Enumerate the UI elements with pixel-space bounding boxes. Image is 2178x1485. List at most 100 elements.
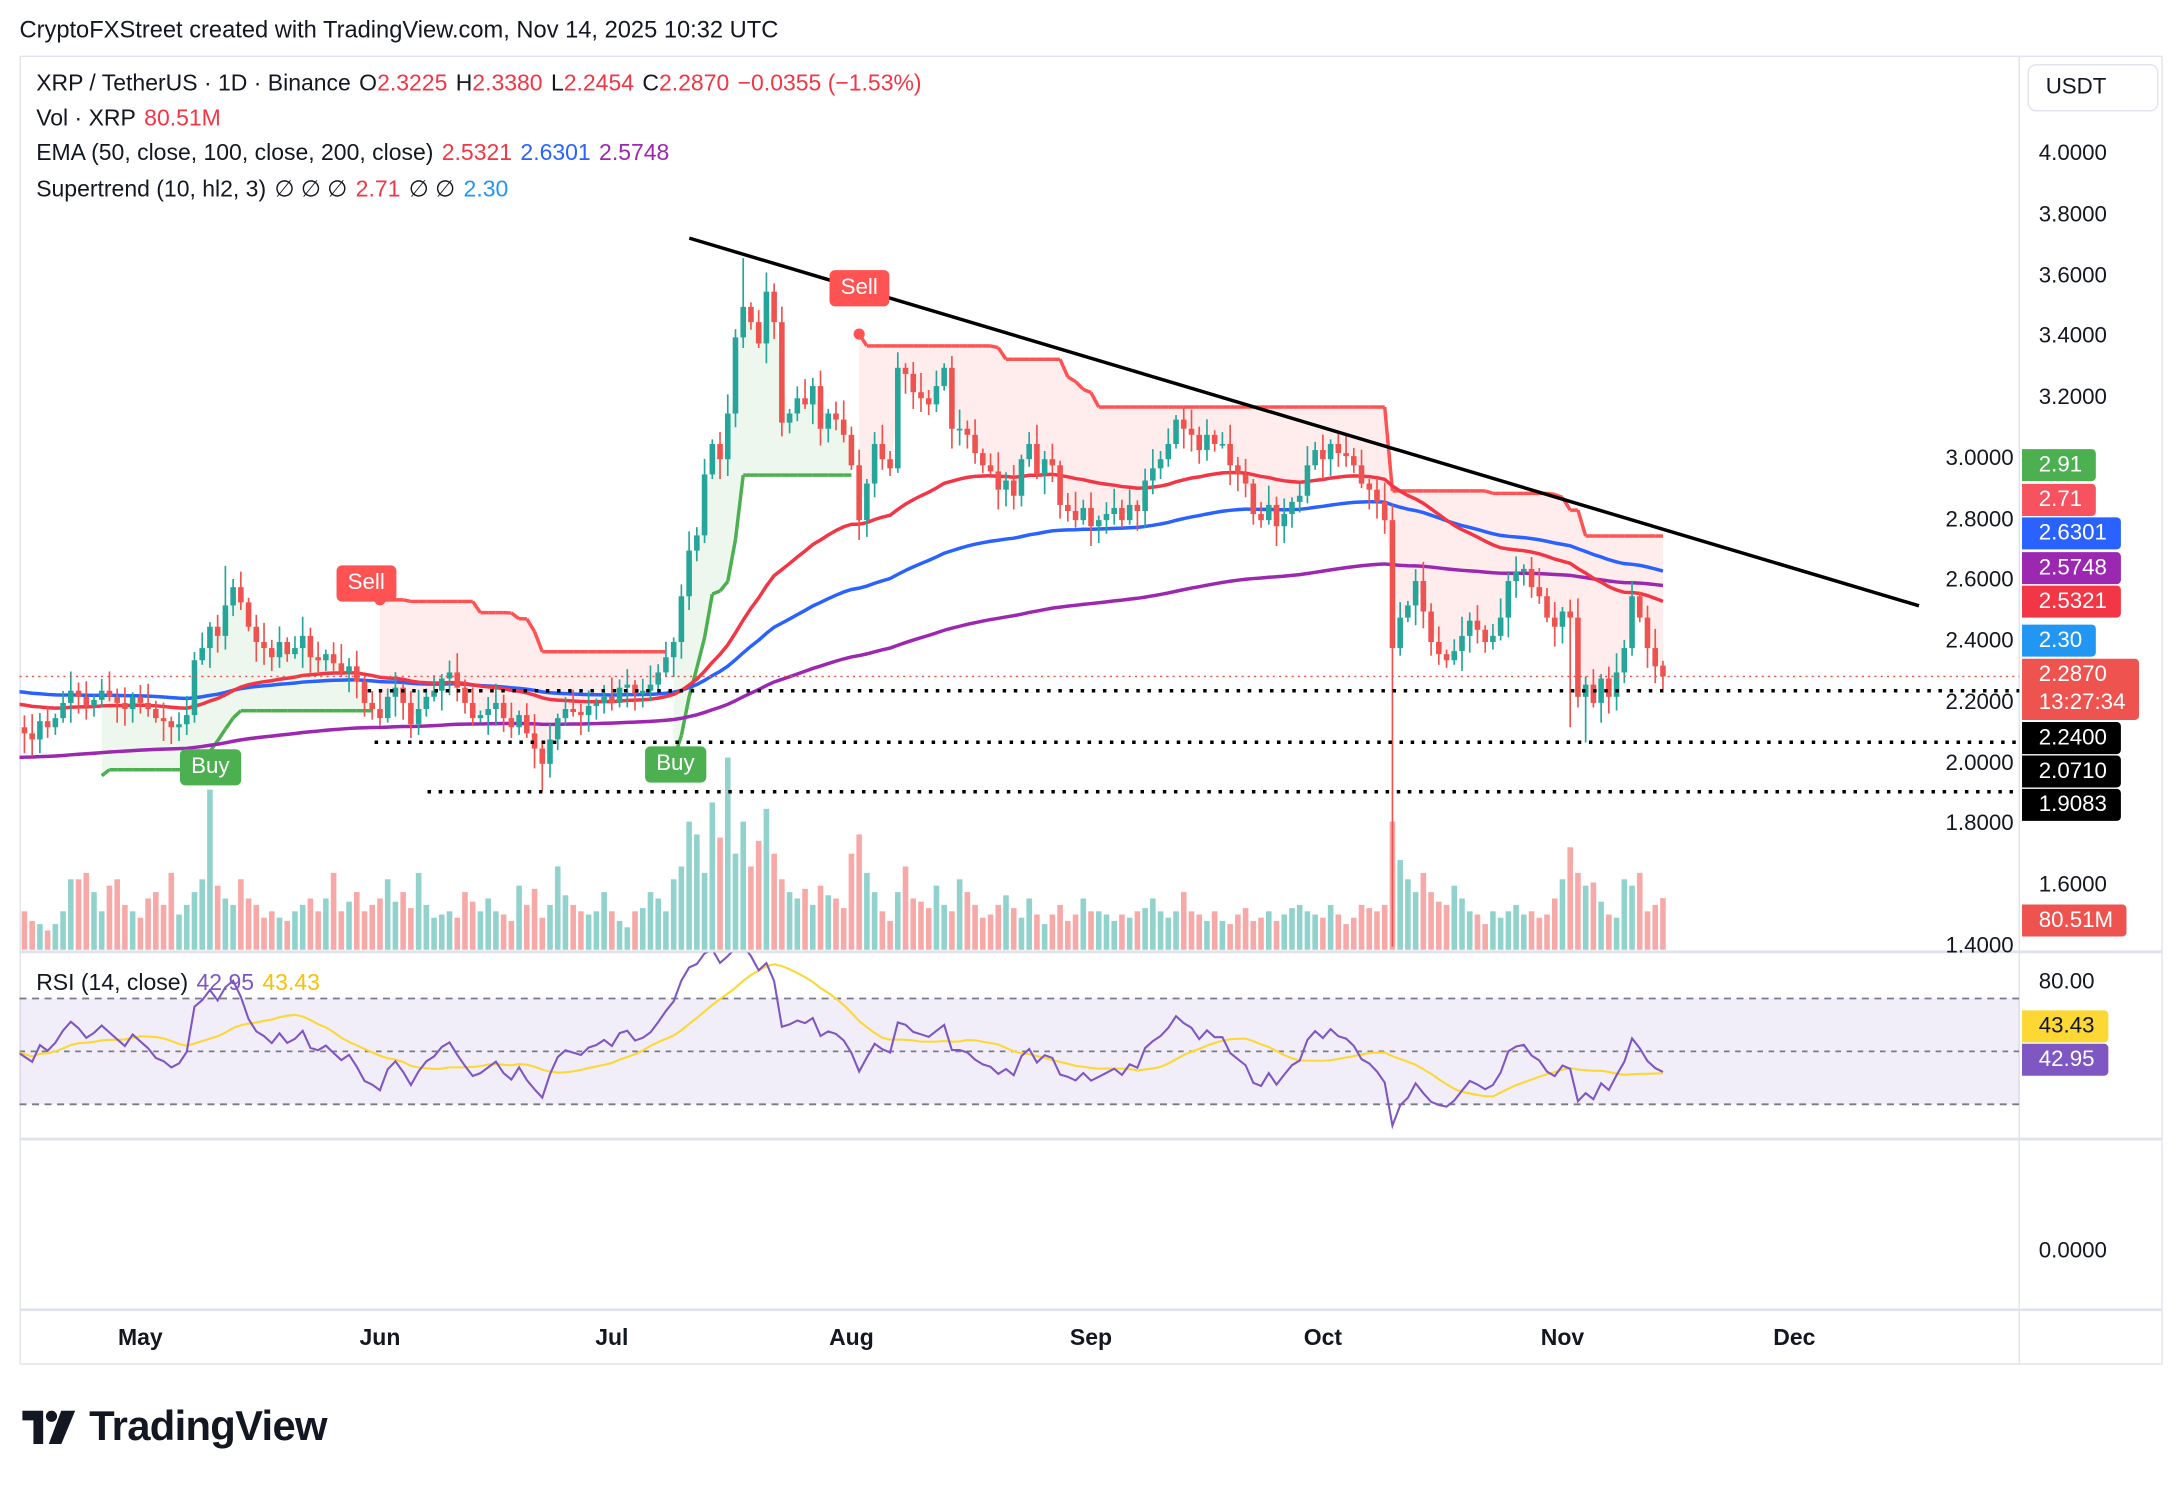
ema-label[interactable]: EMA (50, close, 100, close, 200, close): [36, 141, 433, 166]
candle-body: [903, 368, 909, 374]
candle-body: [1506, 581, 1512, 618]
main-pane: [14, 238, 1919, 950]
supertrend-label[interactable]: Supertrend (10, hl2, 3): [36, 177, 266, 202]
volume-bar: [841, 908, 847, 950]
candle-body: [1652, 648, 1658, 666]
candle-body: [1127, 505, 1133, 520]
price-badge: 2.6301: [2022, 517, 2121, 549]
volume-bar: [1328, 905, 1334, 950]
volume-label[interactable]: Vol · XRP: [36, 106, 136, 131]
volume-bar: [53, 924, 59, 950]
volume-bar: [509, 921, 515, 950]
rsi-label[interactable]: RSI (14, close): [36, 971, 188, 996]
candle-body: [1212, 435, 1218, 444]
volume-bar: [416, 873, 422, 950]
volume-bar: [1343, 924, 1349, 950]
candle-body: [1444, 654, 1450, 660]
volume-bar: [354, 892, 360, 950]
candle-body: [1637, 596, 1643, 617]
candle-body: [1606, 679, 1612, 697]
candle-body: [1359, 465, 1365, 483]
volume-bar: [849, 854, 855, 950]
candle-body: [1243, 474, 1249, 483]
symbol-title[interactable]: XRP / TetherUS · 1D · Binance: [36, 71, 351, 96]
volume-bar: [161, 905, 167, 950]
candle-body: [1173, 420, 1179, 444]
volume-bar: [1544, 915, 1550, 950]
candle: [53, 714, 59, 735]
candle-body: [1537, 587, 1543, 596]
currency-selector[interactable]: USDT: [2028, 64, 2159, 111]
volume-bar: [1297, 905, 1303, 950]
candle: [199, 633, 205, 665]
volume-bar: [632, 911, 638, 949]
supertrend-fill: [604, 652, 612, 700]
volume-bar: [1065, 921, 1071, 950]
volume-bar: [640, 908, 646, 950]
tradingview-logo[interactable]: TradingView: [22, 1404, 327, 1451]
supertrend-fill: [720, 436, 728, 591]
volume-bar: [1212, 911, 1218, 949]
price-badge: 2.30: [2022, 625, 2096, 657]
candle-body: [1104, 514, 1110, 520]
volume-bar: [1081, 898, 1087, 949]
candle: [83, 681, 89, 719]
candle-body: [779, 322, 785, 423]
candle-body: [995, 471, 1001, 489]
candle-body: [45, 721, 51, 727]
candle-body: [323, 654, 329, 660]
volume-bar: [377, 898, 383, 949]
volume-bar: [1042, 924, 1048, 950]
candle-body: [516, 715, 522, 727]
candle-body: [625, 685, 631, 688]
volume-bar: [1467, 911, 1473, 949]
supertrend-fill: [805, 395, 813, 475]
volume-bar: [184, 905, 190, 950]
time-tick: Nov: [1541, 1326, 1584, 1352]
candle: [1057, 461, 1063, 519]
candle: [756, 310, 762, 348]
volume-bar: [1660, 898, 1666, 950]
volume-bar: [1088, 911, 1094, 949]
volume-bar: [223, 898, 229, 949]
volume-bar: [1366, 908, 1372, 950]
volume-bar: [1019, 918, 1025, 950]
volume-bar: [130, 911, 136, 949]
candle-body: [1019, 459, 1025, 496]
candle: [339, 644, 345, 677]
volume-bar: [617, 921, 623, 950]
time-tick: Sep: [1070, 1326, 1112, 1352]
price-tick: 1.8000: [1946, 812, 2014, 837]
candle-body: [1552, 618, 1558, 627]
volume-bar: [331, 873, 337, 950]
price-tick: 3.2000: [2039, 386, 2107, 411]
volume-bar: [702, 873, 708, 950]
volume-bar: [1428, 892, 1434, 950]
candle-body: [740, 307, 746, 337]
volume-bar: [532, 889, 538, 950]
candle-body: [1513, 572, 1519, 581]
supertrend-fill: [627, 652, 635, 689]
volume-bar: [1637, 873, 1643, 950]
candle-body: [547, 739, 553, 763]
volume-bar: [1251, 921, 1257, 950]
close-value: 2.2870: [659, 71, 729, 96]
volume-bar: [76, 879, 82, 949]
supertrend-fill: [488, 613, 496, 712]
candle-body: [1220, 444, 1226, 446]
candle-body: [1567, 612, 1573, 618]
candle-body: [277, 642, 283, 657]
candle-body: [408, 703, 414, 724]
volume-bar: [277, 918, 283, 950]
price-badge: 2.71: [2022, 484, 2096, 516]
candle-body: [1629, 596, 1635, 648]
candle: [849, 427, 855, 470]
supertrend-fill: [1470, 491, 1478, 628]
candle: [1328, 439, 1334, 476]
candle-body: [192, 660, 198, 715]
supertrend-fill: [1261, 407, 1269, 517]
candle-body: [787, 414, 793, 423]
volume-bar: [1652, 905, 1658, 950]
candle-body: [594, 703, 600, 706]
